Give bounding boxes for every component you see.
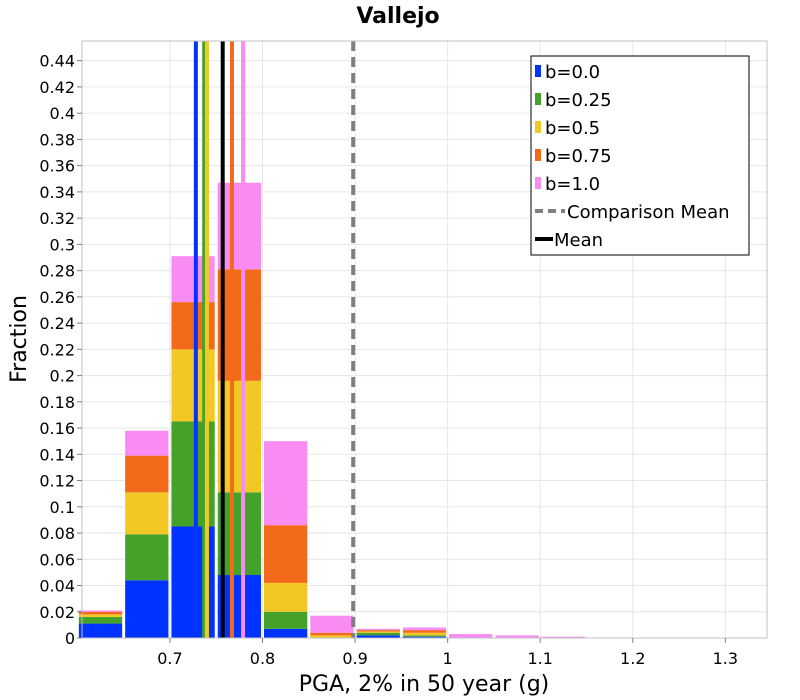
y-tick-label: 0.04 [39,577,75,596]
y-tick-label: 0.3 [50,235,75,254]
bar-segment [402,632,447,636]
y-tick-label: 0.22 [39,340,75,359]
bar-segment [217,182,262,270]
bar-segment [402,627,447,631]
plot-border [81,40,768,639]
y-axis-title: Fraction [7,295,32,383]
y-tick-label: 0.2 [50,367,75,386]
bar-segment [78,623,123,638]
legend-label: b=1.0 [545,174,600,195]
y-tick-label: 0.38 [39,130,75,149]
y-tick-label: 0.4 [50,104,75,123]
y-tick-label: 0.36 [39,157,75,176]
bar-segment [310,632,354,636]
bar-segment [356,630,400,632]
y-tick-label: 0.32 [39,209,75,228]
bar-segment [125,492,169,535]
plot-area: 0.7 0.8 0.9 1 1.1 1.2 1.3 0 0.02 0.04 0.06 0.08 0.1 0… [39,40,768,668]
bar-segment [356,628,400,631]
bar-segment [217,575,262,638]
y-tick-label: 0.14 [39,445,75,464]
legend-label: b=0.25 [545,90,612,111]
bar-segment [264,441,308,526]
chart-title: Vallejo [356,4,439,29]
bar-segment [264,611,308,629]
bar-segment [264,628,308,638]
bar-segment [125,534,169,581]
x-tick-label: 1.3 [713,649,738,668]
bar-segment [356,635,400,638]
legend-label: b=0.5 [545,118,600,139]
x-tick-label: 1.1 [527,649,552,668]
bar-segment [125,430,169,456]
bar-segment [217,269,262,381]
x-tick-label: 1 [443,649,453,668]
bar-segment [264,525,308,583]
y-tick-label: 0.08 [39,524,75,543]
x-tick-label: 0.7 [157,649,182,668]
legend-label: Mean [554,230,603,251]
bar-segment [495,635,539,638]
legend-label: b=0.75 [545,146,612,167]
bar-segment [402,636,447,638]
y-tick-label: 0.26 [39,288,75,307]
bar-segment [402,635,447,637]
legend-label: b=0.0 [545,62,600,83]
bar-segment [217,380,262,493]
bar-segment [78,617,123,624]
bar-segment [264,582,308,612]
x-tick-label: 0.8 [250,649,275,668]
y-tick-label: 0.12 [39,472,75,491]
y-tick-label: 0.42 [39,78,75,97]
bar-segment [449,634,493,638]
bar-segment [125,455,169,493]
bar-segment [310,615,354,633]
legend-swatch [535,149,541,161]
y-tick-label: 0.24 [39,314,75,333]
legend-swatch [535,121,541,133]
x-tick-label: 1.2 [620,649,645,668]
y-tick-label: 0.1 [50,498,75,517]
bar-segment [217,492,262,576]
y-tick-label: 0.44 [39,52,75,71]
legend-box [530,55,750,256]
y-tick-label: 0.28 [39,262,75,281]
y-tick-label: 0.06 [39,550,75,569]
bar-segment [310,635,354,638]
bar-segment [125,580,169,638]
x-axis-title: PGA, 2% in 50 year (g) [299,672,550,697]
x-tick-label: 0.9 [342,649,367,668]
bar-segment [356,631,400,633]
bar-segment [541,636,585,638]
legend-label: Comparison Mean [567,202,730,223]
bar-segment [78,611,123,615]
y-tick-label: 0.18 [39,393,75,412]
y-tick-label: 0 [65,629,75,648]
legend-swatch [535,93,541,105]
y-tick-label: 0.02 [39,603,75,622]
legend-swatch [535,65,541,77]
y-tick-label: 0.34 [39,183,75,202]
bar-segment [402,630,447,633]
legend-swatch [535,177,541,189]
bar-segment [78,614,123,618]
y-tick-label: 0.16 [39,419,75,438]
bar-segment [356,632,400,636]
bar-segment [78,610,123,612]
